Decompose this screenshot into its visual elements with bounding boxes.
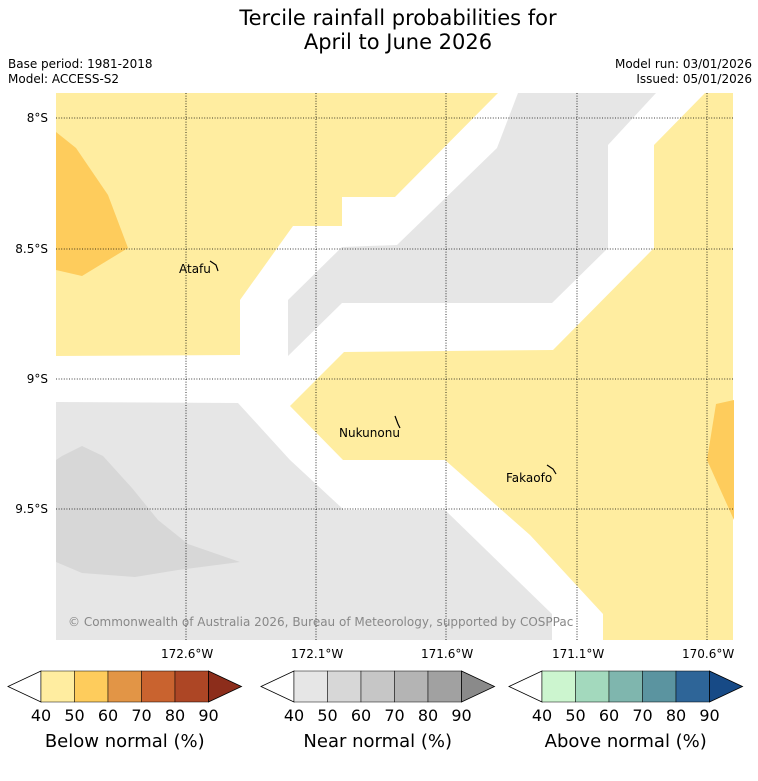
base-period: Base period: 1981-2018 (8, 57, 153, 71)
issued-date: Issued: 05/01/2026 (636, 72, 752, 86)
colorbar-near-tick-label: 70 (384, 706, 404, 725)
colorbar-above-title: Above normal (%) (545, 731, 707, 752)
colorbar-near-segment (327, 670, 362, 703)
colorbar-below-segment (107, 670, 142, 703)
colorbar-below-under-triangle (7, 670, 42, 703)
model-name: Model: ACCESS-S2 (8, 72, 120, 86)
colorbar-above: 40 50 60 70 80 90 Above normal (%) (508, 670, 744, 752)
colorbar-below-tick-label: 50 (64, 706, 84, 725)
near-50-60-southwest-patch (56, 446, 240, 577)
lat-label-8s: 8°S (27, 111, 48, 125)
copyright-credit: © Commonwealth of Australia 2026, Bureau… (68, 615, 573, 629)
colorbar-above-tick-label: 60 (599, 706, 619, 725)
below-40-50-east-region (290, 93, 733, 640)
colorbar-above-over-triangle (709, 670, 744, 703)
atolls (209, 260, 557, 475)
colorbar-above-under-triangle (508, 670, 543, 703)
lon-label-172-1w: 172.1°W (291, 647, 343, 661)
colorbar-above-segment (608, 670, 643, 703)
chart-title: Tercile rainfall probabilities for April… (0, 6, 758, 54)
colorbar-near-segment (394, 670, 429, 703)
near-40-50-south-region (56, 402, 552, 640)
lon-label-170-6w: 170.6°W (682, 647, 734, 661)
atafu-atoll-outline (209, 260, 219, 272)
colorbar-below-title: Below normal (%) (45, 731, 205, 752)
graticule (56, 93, 734, 640)
colorbar-above-tick-label: 90 (699, 706, 719, 725)
colorbar-near-title: Near normal (%) (303, 731, 452, 752)
colorbar-near-tick-label: 80 (418, 706, 438, 725)
colorbar-below-segment (141, 670, 176, 703)
colorbar-below: 40 50 60 70 80 90 Below normal (%) (7, 670, 243, 752)
colorbar-above-segment (675, 670, 710, 703)
colorbar-below-tick-label: 60 (98, 706, 118, 725)
title-line-1: Tercile rainfall probabilities for (239, 6, 557, 30)
below-50-60-west-patch (56, 132, 128, 276)
nukunonu-atoll-outline (394, 415, 401, 429)
colorbar-near-tick-label: 60 (351, 706, 371, 725)
meta-right: Model run: 03/01/2026 Issued: 05/01/2026 (615, 57, 752, 87)
colorbar-above-tick-label: 50 (565, 706, 585, 725)
colorbar-below-segment (40, 670, 75, 703)
lon-label-171-1w: 171.1°W (552, 647, 604, 661)
colorbar-near-over-triangle (461, 670, 496, 703)
colorbar-above-tick-label: 70 (632, 706, 652, 725)
probability-shading (56, 93, 734, 640)
colorbar-near: 40 50 60 70 80 90 Near normal (%) (260, 670, 496, 752)
colorbar-near-segment (427, 670, 462, 703)
colorbar-below-segment (74, 670, 109, 703)
lat-label-9s: 9°S (27, 372, 48, 386)
latitude-labels: 8°S 8.5°S 9°S 9.5°S (15, 111, 48, 516)
model-run: Model run: 03/01/2026 (614, 57, 752, 71)
meta-left: Base period: 1981-2018 Model: ACCESS-S2 (8, 57, 153, 87)
colorbar-near-under-triangle (260, 670, 295, 703)
colorbar-near-segment (293, 670, 328, 703)
place-label-nukunonu: Nukunonu (339, 426, 400, 440)
colorbar-below-tick-label: 80 (165, 706, 185, 725)
lon-label-171-6w: 171.6°W (421, 647, 473, 661)
colorbar-above-segment (541, 670, 576, 703)
colorbar-above-tick-label: 40 (532, 706, 552, 725)
near-40-50-central-band (288, 93, 656, 356)
colorbar-below-tick-label: 90 (198, 706, 218, 725)
below-40-50-north-region (56, 93, 498, 356)
colorbar-above-tick-label: 80 (666, 706, 686, 725)
colorbar-below-over-triangle (208, 670, 243, 703)
colorbar-below-tick-label: 40 (31, 706, 51, 725)
below-50-60-east-patch (707, 400, 734, 520)
lat-label-8-5s: 8.5°S (15, 242, 48, 256)
place-labels: Atafu Nukunonu Fakaofo (179, 262, 552, 485)
title-line-2: April to June 2026 (303, 30, 493, 54)
place-label-atafu: Atafu (179, 262, 211, 276)
colorbar-above-segment (575, 670, 610, 703)
colorbar-near-tick-label: 90 (451, 706, 471, 725)
place-label-fakaofo: Fakaofo (506, 471, 552, 485)
lon-label-172-6w: 172.6°W (161, 647, 213, 661)
colorbar-near-tick-label: 40 (284, 706, 304, 725)
colorbar-near-tick-label: 50 (317, 706, 337, 725)
colorbar-below-segment (174, 670, 209, 703)
fakaofo-atoll-outline (546, 464, 557, 475)
colorbars: 40 50 60 70 80 90 Below normal (%) 40 50 60 70 80 90… (7, 670, 744, 752)
colorbar-near-segment (360, 670, 395, 703)
longitude-labels: 172.6°W 172.1°W 171.6°W 171.1°W 170.6°W (161, 647, 734, 661)
colorbar-above-segment (642, 670, 677, 703)
lat-label-9-5s: 9.5°S (15, 502, 48, 516)
colorbar-below-tick-label: 70 (131, 706, 151, 725)
